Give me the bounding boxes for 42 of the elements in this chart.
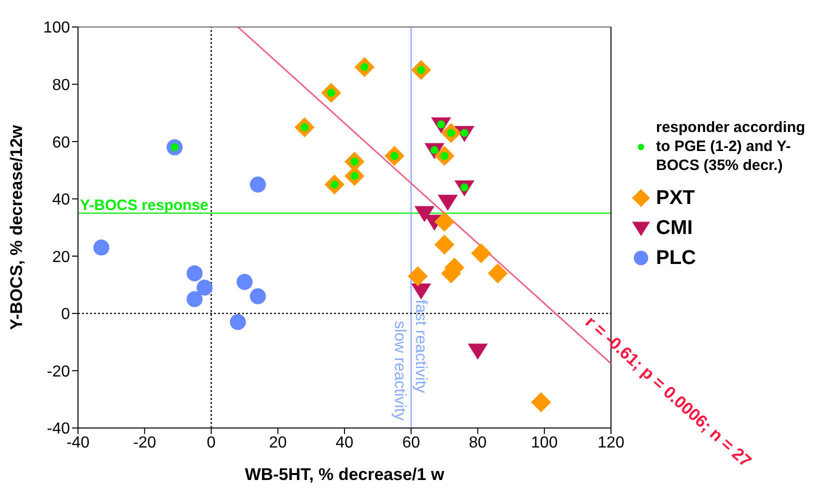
point <box>186 265 203 282</box>
point <box>488 263 508 284</box>
legend-label: PLC <box>656 246 696 271</box>
x-tick-label: 80 <box>468 434 487 452</box>
point <box>250 288 266 304</box>
legend-label: PXT <box>656 186 695 211</box>
x-tick-label: 100 <box>531 434 558 452</box>
point <box>414 206 434 222</box>
point <box>93 240 110 256</box>
x-tick-label: 120 <box>598 434 624 452</box>
point <box>250 176 266 193</box>
point <box>531 392 552 412</box>
y-tick-label: 20 <box>52 248 70 266</box>
point <box>408 266 428 286</box>
x-axis-title: WB-5HT, % decrease/1 w <box>244 465 445 484</box>
y-tick-label: 100 <box>43 20 70 37</box>
point <box>438 194 458 211</box>
point <box>468 344 488 360</box>
x-tick-label: 40 <box>336 434 354 452</box>
point <box>411 284 432 300</box>
y-tick-label: 80 <box>52 76 70 94</box>
ref-line-label: Y-BOCS response <box>80 197 208 214</box>
legend-label: CMI <box>656 216 693 241</box>
point <box>186 291 203 308</box>
annotation: slow reactivity <box>391 320 408 421</box>
x-tick-label: 0 <box>206 434 216 452</box>
point <box>236 274 253 290</box>
y-tick-label: 60 <box>52 134 70 152</box>
x-tick-label: 20 <box>268 434 287 452</box>
point <box>471 243 492 264</box>
y-tick-label: 40 <box>52 192 70 209</box>
point <box>196 280 213 296</box>
x-tick-label: 60 <box>402 434 420 452</box>
point <box>434 212 454 232</box>
y-tick-label: 0 <box>61 306 70 324</box>
point <box>434 234 454 255</box>
ref-line-label: fast reactivity <box>412 300 430 394</box>
y-tick-label: -20 <box>46 363 70 380</box>
y-axis-title: Y-BOCS, % decrease/12w <box>7 124 26 330</box>
point <box>230 314 246 330</box>
legend-label: responder according to PGE (1-2) and Y-BOCS (35% decr.) <box>656 118 806 175</box>
x-tick-label: -20 <box>133 434 156 452</box>
